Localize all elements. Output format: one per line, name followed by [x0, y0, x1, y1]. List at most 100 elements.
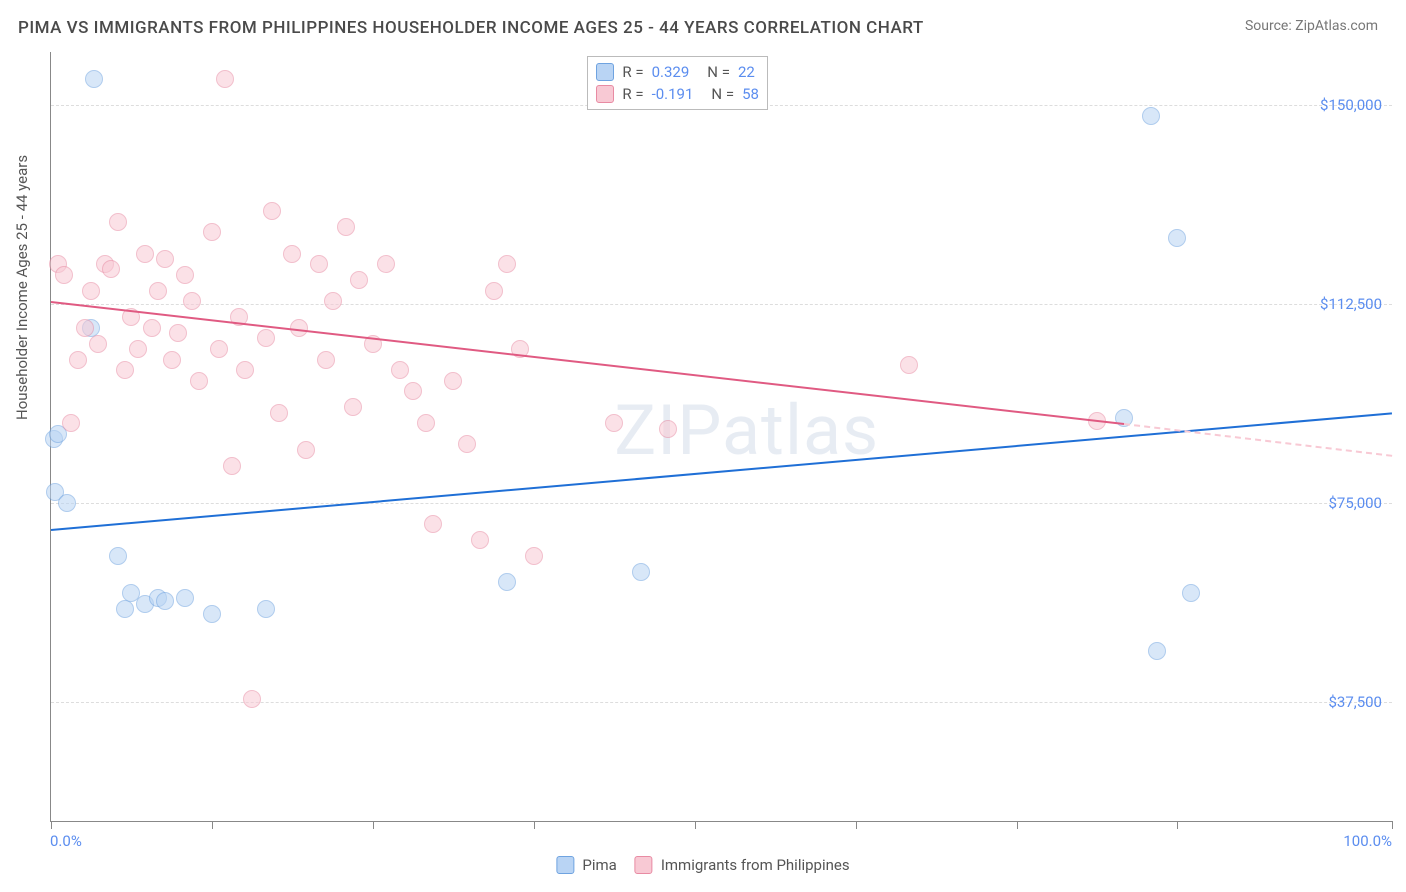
- data-point: [337, 218, 355, 236]
- y-tick-label: $37,500: [1328, 693, 1382, 711]
- data-point: [223, 457, 241, 475]
- data-point: [216, 70, 234, 88]
- data-point: [257, 600, 275, 618]
- x-tick: [1177, 821, 1178, 829]
- x-tick: [212, 821, 213, 829]
- data-point: [444, 372, 462, 390]
- stats-r-value: 0.329: [652, 63, 690, 81]
- data-point: [143, 319, 161, 337]
- data-point: [1142, 107, 1160, 125]
- data-point: [263, 202, 281, 220]
- stats-n-value: 58: [742, 85, 759, 103]
- stats-r-label: R =: [622, 85, 643, 103]
- data-point: [85, 70, 103, 88]
- data-point: [102, 260, 120, 278]
- data-point: [210, 340, 228, 358]
- data-point: [310, 255, 328, 273]
- data-point: [270, 404, 288, 422]
- x-tick: [534, 821, 535, 829]
- stats-swatch: [596, 85, 614, 103]
- data-point: [236, 361, 254, 379]
- data-point: [404, 382, 422, 400]
- data-point: [324, 292, 342, 310]
- data-point: [283, 245, 301, 263]
- data-point: [109, 547, 127, 565]
- x-tick: [1017, 821, 1018, 829]
- data-point: [498, 255, 516, 273]
- stats-row: R =0.329N =22: [596, 61, 759, 83]
- data-point: [176, 589, 194, 607]
- stats-r-value: -0.191: [652, 85, 694, 103]
- data-point: [350, 271, 368, 289]
- data-point: [156, 592, 174, 610]
- stats-n-label: N =: [711, 85, 734, 103]
- gridline: [51, 503, 1392, 504]
- stats-row: R = -0.191 N = 58: [596, 83, 759, 105]
- data-point: [471, 531, 489, 549]
- data-point: [129, 340, 147, 358]
- data-point: [55, 266, 73, 284]
- data-point: [156, 250, 174, 268]
- data-point: [62, 414, 80, 432]
- data-point: [116, 361, 134, 379]
- data-point: [458, 435, 476, 453]
- data-point: [344, 398, 362, 416]
- y-tick-label: $75,000: [1328, 494, 1382, 512]
- y-tick-label: $150,000: [1320, 96, 1382, 114]
- legend-swatch: [556, 856, 574, 874]
- stats-swatch: [596, 63, 614, 81]
- data-point: [377, 255, 395, 273]
- data-point: [417, 414, 435, 432]
- x-tick: [373, 821, 374, 829]
- data-point: [317, 351, 335, 369]
- legend-item-philippines: Immigrants from Philippines: [635, 856, 850, 874]
- data-point: [203, 223, 221, 241]
- chart-header: PIMA VS IMMIGRANTS FROM PHILIPPINES HOUS…: [0, 0, 1406, 48]
- data-point: [297, 441, 315, 459]
- gridline: [51, 304, 1392, 305]
- stats-legend: R =0.329N =22R =-0.191N =58: [587, 56, 768, 110]
- x-tick: [1392, 821, 1393, 829]
- data-point: [136, 245, 154, 263]
- data-point: [203, 605, 221, 623]
- data-point: [109, 213, 127, 231]
- x-tick: [51, 821, 52, 829]
- data-point: [82, 282, 100, 300]
- trend-line: [51, 301, 1124, 425]
- data-point: [69, 351, 87, 369]
- stats-n-value: 22: [738, 63, 755, 81]
- data-point: [632, 563, 650, 581]
- y-axis-label: Householder Income Ages 25 - 44 years: [13, 155, 31, 420]
- x-tick: [695, 821, 696, 829]
- chart-source: Source: ZipAtlas.com: [1245, 18, 1378, 34]
- data-point: [163, 351, 181, 369]
- data-point: [424, 515, 442, 533]
- data-point: [391, 361, 409, 379]
- data-point: [900, 356, 918, 374]
- legend-item-pima: Pima: [556, 856, 616, 874]
- data-point: [243, 690, 261, 708]
- trend-line-dashed: [1124, 423, 1392, 457]
- data-point: [89, 335, 107, 353]
- series-legend: Pima Immigrants from Philippines: [556, 856, 849, 874]
- data-point: [149, 282, 167, 300]
- stats-n-label: N =: [707, 63, 730, 81]
- y-tick-label: $112,500: [1320, 295, 1382, 313]
- scatter-chart: ZIPatlas $37,500$75,000$112,500$150,000R…: [50, 52, 1392, 822]
- data-point: [257, 329, 275, 347]
- chart-title: PIMA VS IMMIGRANTS FROM PHILIPPINES HOUS…: [18, 18, 924, 38]
- x-end-label: 100.0%: [1343, 832, 1392, 850]
- legend-label: Pima: [582, 856, 616, 874]
- legend-swatch: [635, 856, 653, 874]
- data-point: [498, 573, 516, 591]
- data-point: [485, 282, 503, 300]
- legend-label: Immigrants from Philippines: [661, 856, 850, 874]
- data-point: [190, 372, 208, 390]
- data-point: [1168, 229, 1186, 247]
- data-point: [176, 266, 194, 284]
- data-point: [659, 420, 677, 438]
- data-point: [183, 292, 201, 310]
- data-point: [605, 414, 623, 432]
- data-point: [169, 324, 187, 342]
- data-point: [58, 494, 76, 512]
